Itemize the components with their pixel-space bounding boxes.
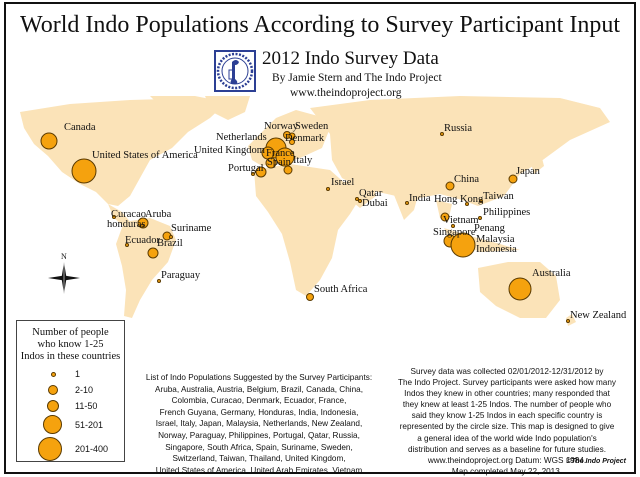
label-dubai: Dubai xyxy=(362,198,388,209)
legend-symbol-11-50 xyxy=(47,400,59,412)
label-taiwan: Taiwan xyxy=(483,191,515,202)
legend-symbol-1 xyxy=(51,372,56,377)
label-indonesia: Indonesia xyxy=(476,244,517,255)
label-curacao: Curacao xyxy=(111,209,146,220)
label-penang: Penang xyxy=(474,223,506,234)
symbol-penang[interactable] xyxy=(451,224,455,228)
label-china: China xyxy=(454,174,479,185)
symbol-china[interactable] xyxy=(445,181,455,191)
symbol-italy[interactable] xyxy=(283,165,293,175)
map-title: World Indo Populations According to Surv… xyxy=(20,12,620,38)
label-new-zealand: New Zealand xyxy=(570,310,627,321)
map-subtitle: 2012 Indo Survey Data xyxy=(262,48,439,69)
symbol-dubai[interactable] xyxy=(358,199,362,203)
symbol-israel[interactable] xyxy=(326,187,330,191)
label-paraguay: Paraguay xyxy=(161,270,201,281)
country-labels: Canada United States of America Curacao … xyxy=(64,121,627,321)
symbol-honduras[interactable] xyxy=(140,224,144,228)
label-usa: United States of America xyxy=(92,150,198,161)
label-france: France xyxy=(266,148,295,159)
legend-symbol-201-400 xyxy=(38,437,62,461)
symbol-philippines[interactable] xyxy=(478,216,482,220)
legend-title: Number of people who know 1-25 Indos in … xyxy=(20,327,121,362)
population-symbols xyxy=(40,131,570,323)
label-italy: Italy xyxy=(293,155,313,166)
label-ecuador: Ecuador xyxy=(125,235,160,246)
symbol-taiwan[interactable] xyxy=(479,199,483,203)
legend-symbol-51-201 xyxy=(43,415,62,434)
symbol-usa[interactable] xyxy=(71,158,97,184)
label-singapore: Singapore xyxy=(433,227,476,238)
symbol-russia[interactable] xyxy=(440,132,444,136)
label-canada: Canada xyxy=(64,122,96,133)
map-byline: By Jamie Stern and The Indo Project xyxy=(272,72,442,84)
symbol-suriname-b[interactable] xyxy=(169,235,173,239)
label-japan: Japan xyxy=(516,166,541,177)
label-spain: Spain xyxy=(267,157,292,168)
label-malaysia: Malaysia xyxy=(476,234,515,245)
copyright: ©The Indo Project xyxy=(566,458,626,465)
legend: Number of people who know 1-25 Indos in … xyxy=(16,320,125,462)
symbol-india[interactable] xyxy=(405,201,409,205)
symbol-portugal-b[interactable] xyxy=(251,172,255,176)
symbol-ecuador[interactable] xyxy=(125,243,129,247)
symbol-hong-kong[interactable] xyxy=(465,202,469,206)
symbol-spain[interactable] xyxy=(265,157,277,169)
label-sweden: Sweden xyxy=(295,121,329,132)
symbol-vietnam[interactable] xyxy=(440,212,450,222)
symbol-japan[interactable] xyxy=(508,174,518,184)
label-portugal: Portugal xyxy=(228,163,264,174)
list-heading: List of Indo Populations Suggested by th… xyxy=(145,373,373,382)
symbol-portugal[interactable] xyxy=(255,166,267,178)
label-qatar: Qatar xyxy=(359,188,383,199)
label-aruba: Aruba xyxy=(145,209,172,220)
label-brazil: Brazil xyxy=(157,238,183,249)
symbol-australia[interactable] xyxy=(508,277,532,301)
symbol-new-zealand[interactable] xyxy=(566,319,570,323)
legend-symbol-2-10 xyxy=(48,385,58,395)
label-honduras: honduras xyxy=(107,219,146,230)
symbol-curacao[interactable] xyxy=(112,215,116,219)
symbol-indonesia[interactable] xyxy=(450,232,476,258)
world-map: Canada United States of America Curacao … xyxy=(20,96,627,326)
symbol-paraguay[interactable] xyxy=(157,279,161,283)
label-south-africa: South Africa xyxy=(314,284,368,295)
survey-notes: Survey data was collected 02/01/2012-12/… xyxy=(398,367,616,476)
symbol-south-africa[interactable] xyxy=(306,293,314,301)
label-india: India xyxy=(409,193,431,204)
label-suriname: Suriname xyxy=(171,223,212,234)
label-australia: Australia xyxy=(532,268,571,279)
label-israel: Israel xyxy=(331,177,354,188)
suggested-populations-list: List of Indo Populations Suggested by th… xyxy=(145,373,373,475)
north-arrow-label: N xyxy=(61,252,67,261)
label-norway: Norway xyxy=(264,121,299,132)
wayang-puppet-logo-icon xyxy=(214,50,256,92)
symbol-qatar[interactable] xyxy=(355,197,359,201)
symbol-france[interactable] xyxy=(275,147,295,167)
label-uk: United Kingdom xyxy=(194,145,265,156)
label-denmark: Denmark xyxy=(285,133,325,144)
label-russia: Russia xyxy=(444,123,472,134)
label-netherlands: Netherlands xyxy=(216,132,267,143)
symbol-denmark[interactable] xyxy=(289,139,295,145)
label-vietnam: Vietnam xyxy=(443,215,479,226)
map-url[interactable]: www.theindoproject.org xyxy=(290,87,402,99)
label-philippines: Philippines xyxy=(483,207,530,218)
label-hong-kong: Hong Kong xyxy=(434,194,484,205)
symbol-canada[interactable] xyxy=(40,132,58,150)
north-arrow-icon: N xyxy=(48,252,80,294)
symbol-brazil[interactable] xyxy=(147,247,159,259)
